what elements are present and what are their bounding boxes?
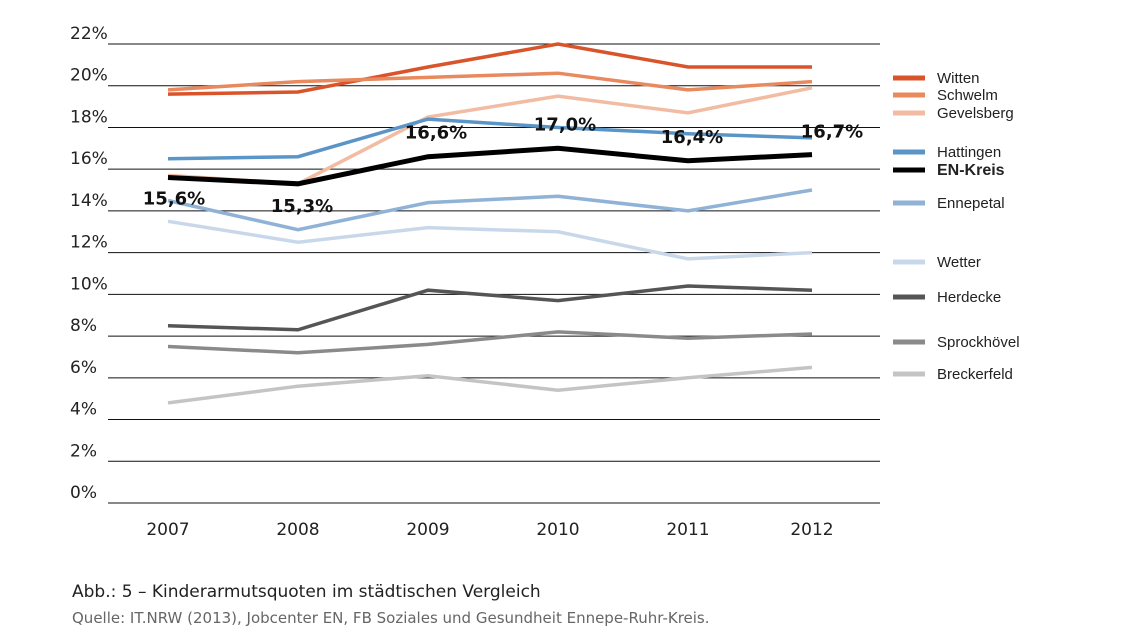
data-label: 15,6% bbox=[143, 189, 205, 210]
data-label: 16,6% bbox=[405, 123, 467, 144]
legend-label: EN-Kreis bbox=[937, 162, 1005, 179]
line-chart: 0% 2% 4% 6% 8% 10% 12% 14% 16% 18% 20% 22% 2007 2008… bbox=[70, 24, 1020, 540]
y-tick-label: 18% bbox=[70, 107, 108, 127]
y-tick-label: 16% bbox=[70, 149, 108, 169]
series-line-ennepetal bbox=[167, 188, 813, 232]
series-line-sprockh-vel bbox=[167, 330, 813, 355]
y-tick-label: 2% bbox=[70, 441, 97, 461]
series-line-hattingen bbox=[167, 117, 813, 161]
data-label: 15,3% bbox=[271, 196, 333, 217]
y-tick-label: 22% bbox=[70, 24, 108, 44]
data-labels: 15,6% 15,3% 16,6% 17,0% 16,4% 16,7% bbox=[143, 114, 863, 216]
x-tick-label: 2007 bbox=[146, 520, 189, 540]
legend-label: Hattingen bbox=[937, 144, 1001, 161]
x-tick-label: 2010 bbox=[536, 520, 579, 540]
series-lines bbox=[167, 42, 813, 405]
y-tick-label: 12% bbox=[70, 233, 108, 253]
y-tick-label: 6% bbox=[70, 358, 97, 378]
legend-label: Ennepetal bbox=[937, 195, 1005, 212]
data-label: 16,7% bbox=[801, 122, 863, 143]
legend-label: Gevelsberg bbox=[937, 105, 1014, 122]
legend-label: Wetter bbox=[937, 254, 981, 271]
legend-label: Breckerfeld bbox=[937, 366, 1013, 383]
series-line-schwelm bbox=[167, 71, 813, 92]
figure-caption: Abb.: 5 – Kinderarmutsquoten im städtisc… bbox=[72, 582, 541, 602]
x-tick-label: 2008 bbox=[276, 520, 319, 540]
gridlines bbox=[108, 43, 880, 504]
legend-label: Schwelm bbox=[937, 87, 998, 104]
y-tick-label: 8% bbox=[70, 316, 97, 336]
legend-label: Herdecke bbox=[937, 289, 1001, 306]
legend-label: Witten bbox=[937, 70, 980, 87]
y-tick-label: 14% bbox=[70, 191, 108, 211]
series-line-herdecke bbox=[167, 284, 813, 332]
legend-label: Sprockhövel bbox=[937, 334, 1020, 351]
x-axis-ticks: 2007 2008 2009 2010 2011 2012 bbox=[146, 520, 833, 540]
series-line-en-kreis bbox=[167, 145, 813, 187]
figure-source: Quelle: IT.NRW (2013), Jobcenter EN, FB … bbox=[72, 609, 710, 627]
x-tick-label: 2009 bbox=[406, 520, 449, 540]
y-tick-label: 10% bbox=[70, 274, 108, 294]
series-line-breckerfeld bbox=[167, 365, 813, 405]
x-tick-label: 2011 bbox=[666, 520, 709, 540]
data-label: 16,4% bbox=[661, 127, 723, 148]
y-tick-label: 0% bbox=[70, 483, 97, 503]
y-tick-label: 4% bbox=[70, 400, 97, 420]
y-axis-ticks: 0% 2% 4% 6% 8% 10% 12% 14% 16% 18% 20% 22% bbox=[70, 24, 108, 503]
x-tick-label: 2012 bbox=[790, 520, 833, 540]
y-tick-label: 20% bbox=[70, 66, 108, 86]
data-label: 17,0% bbox=[534, 114, 596, 135]
series-line-witten bbox=[167, 42, 812, 96]
series-line-wetter bbox=[167, 219, 813, 261]
